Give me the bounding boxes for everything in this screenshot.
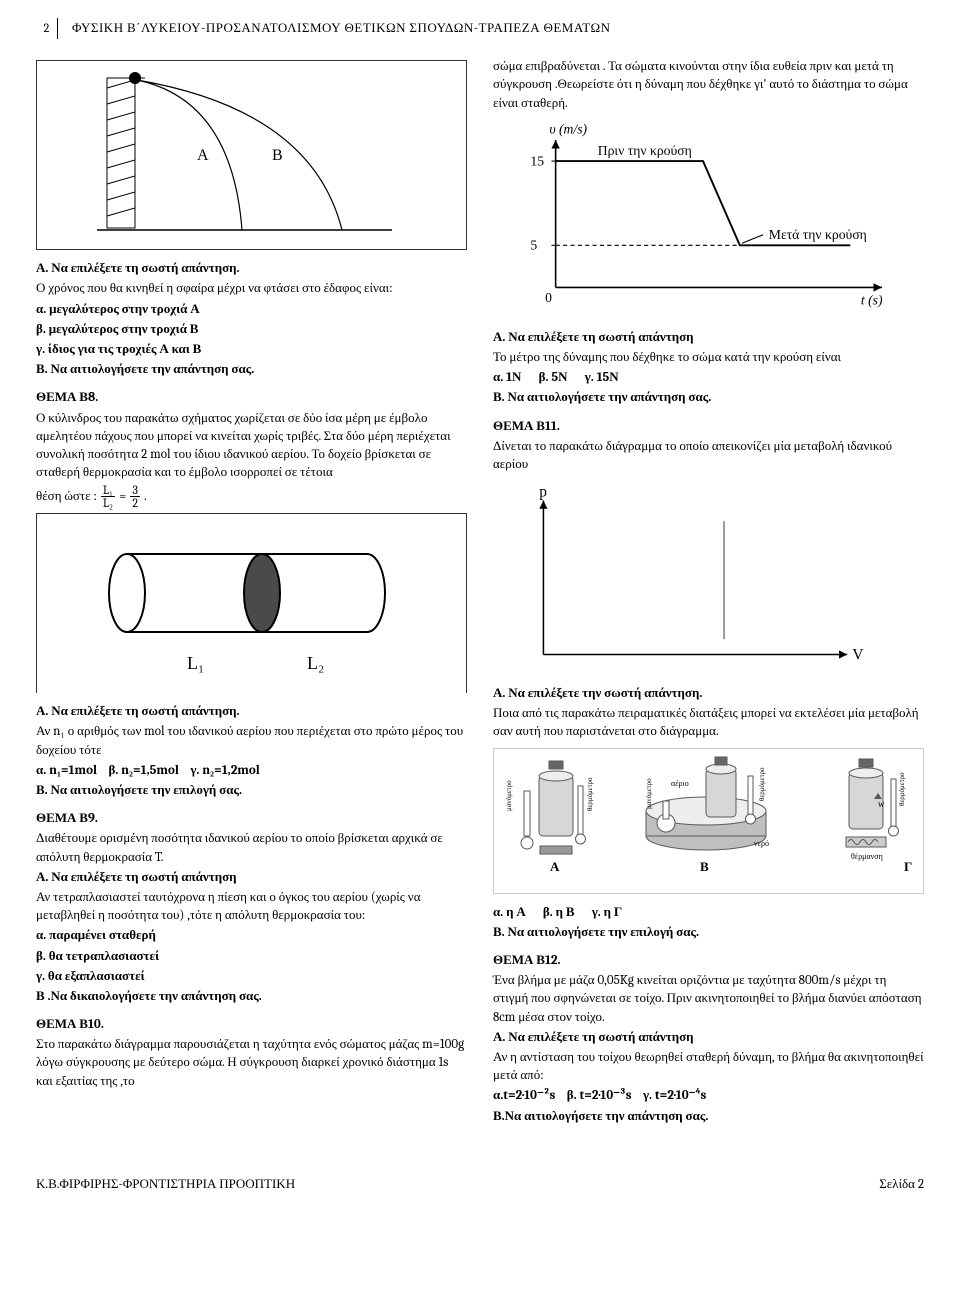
svg-text:L₂: L₂ — [307, 653, 324, 673]
footer-right: Σελίδα 2 — [879, 1176, 924, 1194]
p1: Ένα βλήμα με μάζα 0,05Kg κινείται οριζόν… — [493, 972, 924, 1027]
title: ΘΕΜΑ Β10. — [36, 1016, 467, 1034]
just: Β. Να αιτιολογήσετε την απάντηση σας. — [493, 389, 924, 407]
opt-b: β. μεγαλύτερος στην τροχιά Β — [36, 321, 467, 339]
svg-text:V: V — [852, 647, 863, 664]
opt-c: γ. θα εξαπλασιαστεί — [36, 968, 467, 986]
page-number: 2 — [36, 18, 58, 39]
opt-a: α. παραμένει σταθερή — [36, 927, 467, 945]
thema-b12: ΘΕΜΑ Β12. Ένα βλήμα με μάζα 0,05Kg κινεί… — [493, 952, 924, 1126]
equation: θέση ώστε : L₁ L₂ = 3 2 . — [36, 484, 467, 509]
opt-a: α. μεγαλύτερος στην τροχιά Α — [36, 301, 467, 319]
svg-text:Γ: Γ — [904, 859, 912, 874]
question-velocity: Α. Να επιλέξετε τη σωστή απάντηση Το μέτ… — [493, 329, 924, 408]
title: ΘΕΜΑ Β8. — [36, 389, 467, 407]
just: Β.Να αιτιολογήσετε την απάντηση σας. — [493, 1108, 924, 1126]
lead: Α. Να επιλέξετε την σωστή απάντηση. — [493, 685, 924, 703]
eq-label: θέση ώστε : — [36, 488, 97, 506]
title: ΘΕΜΑ Β9. — [36, 810, 467, 828]
p1: Στο παρακάτω διάγραμμα παρουσιάζεται η τ… — [36, 1036, 467, 1091]
two-column-layout: AB Α. Να επιλέξετε τη σωστή απάντηση. Ο … — [36, 56, 924, 1136]
svg-text:αέριο: αέριο — [671, 779, 689, 788]
figure-projectile: AB — [36, 60, 467, 250]
velocity-svg: 5 15 0 υ (m/s) t (s) Πριν την κρούση Μετά την … — [493, 119, 913, 319]
svg-text:5: 5 — [530, 237, 537, 252]
frac-L: L₁ L₂ — [101, 484, 115, 509]
svg-text:θέρμανση: θέρμανση — [851, 852, 883, 861]
svg-text:θερμόμετρο: θερμόμετρο — [758, 767, 766, 801]
svg-text:υ (m/s): υ (m/s) — [549, 121, 587, 137]
cylinder-svg: L₁ L₂ — [102, 519, 402, 689]
lead: Α. Να επιλέξετε τη σωστή απάντηση — [36, 869, 467, 887]
svg-text:Πριν την κρούση: Πριν την κρούση — [598, 143, 692, 158]
stem: Το μέτρο της δύναμης που δέχθηκε το σώμα… — [493, 349, 924, 367]
opts: α. η Α β. η Β γ. η Γ — [493, 904, 924, 922]
just: Β. Να αιτιολογήσετε την επιλογή σας. — [36, 782, 467, 800]
page-header: 2 ΦΥΣΙΚΗ Β΄ΛΥΚΕΙΟΥ-ΠΡΟΣΑΝΑΤΟΛΙΣΜΟΥ ΘΕΤΙΚ… — [36, 18, 924, 40]
svg-text:L₁: L₁ — [187, 653, 204, 673]
figure-pv: pV — [493, 480, 924, 675]
svg-text:15: 15 — [530, 153, 544, 168]
opts: α. n₁=1mol β. n₂=1,5mol γ. n₂=1,2mol — [36, 762, 467, 780]
svg-text:p: p — [539, 483, 547, 500]
svg-text:Α: Α — [550, 859, 560, 874]
svg-text:B: B — [272, 147, 283, 164]
stem: Αν τετραπλασιαστεί ταυτόχρονα η πίεση κα… — [36, 889, 467, 925]
eq-sign: = — [119, 488, 126, 506]
svg-text:0: 0 — [545, 290, 552, 305]
title: ΘΕΜΑ Β12. — [493, 952, 924, 970]
figure-velocity: 5 15 0 υ (m/s) t (s) Πριν την κρούση Μετά την … — [493, 119, 924, 319]
stem: Αν η αντίσταση του τοίχου θεωρηθεί σταθε… — [493, 1049, 924, 1085]
p1: Διαθέτουμε ορισμένη ποσότητα ιδανικού αε… — [36, 830, 467, 866]
opts: α.t=2·10⁻²s β. t=2·10⁻³s γ. t=2·10⁻⁴s — [493, 1087, 924, 1105]
opt-c: γ. ίδιος για τις τροχιές Α και Β — [36, 341, 467, 359]
opts: α. 1Ν β. 5Ν γ. 15Ν — [493, 369, 924, 387]
stem: Αν n₁ ο αριθμός των mol του ιδανικού αερ… — [36, 723, 467, 759]
just: Β. Να αιτιολογήσετε την επιλογή σας. — [493, 924, 924, 942]
just: Β. Να αιτιολογήσετε την απάντηση σας. — [36, 361, 467, 379]
svg-text:νερό: νερό — [754, 839, 769, 848]
stem: Ποια από τις παρακάτω πειραματικές διατά… — [493, 705, 924, 741]
just: Β .Να δικαιολογήσετε την απάντηση σας. — [36, 988, 467, 1006]
eq-dot: . — [144, 488, 147, 506]
svg-text:A: A — [197, 147, 209, 164]
lead: Α. Να επιλέξετε τη σωστή απάντηση. — [36, 703, 467, 721]
title: ΘΕΜΑ Β11. — [493, 418, 924, 436]
thema-b8: ΘΕΜΑ Β8. Ο κύλινδρος του παρακάτω σχήματ… — [36, 389, 467, 800]
svg-text:θερμόμετρο: θερμόμετρο — [586, 777, 594, 811]
page-footer: Κ.Β.ΦΙΡΦΙΡΗΣ-ΦΡΟΝΤΙΣΤΗΡΙΑ ΠΡΟΟΠΤΙΚΗ Σελί… — [36, 1176, 924, 1194]
left-column: AB Α. Να επιλέξετε τη σωστή απάντηση. Ο … — [36, 56, 467, 1136]
thema-b10: ΘΕΜΑ Β10. Στο παρακάτω διάγραμμα παρουσι… — [36, 1016, 467, 1091]
svg-text:t (s): t (s) — [861, 292, 883, 308]
intro: σώμα επιβραδύνεται . Τα σώματα κινούνται… — [493, 58, 924, 113]
p1: Δίνεται το παρακάτω διάγραμμα το οποίο α… — [493, 438, 924, 474]
frac-32: 3 2 — [130, 484, 140, 509]
lead: Α. Να επιλέξετε τη σωστή απάντηση. — [36, 260, 467, 278]
opt-b: β. θα τετραπλασιαστεί — [36, 948, 467, 966]
text: Ο κύλινδρος του παρακάτω σχήματος χωρίζε… — [36, 410, 467, 483]
figure-setups: μανόμετρο θερμόμετρο Ααέριο νερό μανόμετρο θε… — [493, 748, 924, 894]
right-column: σώμα επιβραδύνεται . Τα σώματα κινούνται… — [493, 56, 924, 1136]
lead: Α. Να επιλέξετε τη σωστή απάντηση — [493, 1029, 924, 1047]
svg-text:μανόμετρο: μανόμετρο — [505, 780, 513, 811]
svg-text:Β: Β — [700, 859, 709, 874]
pv-svg: pV — [493, 480, 873, 675]
footer-left: Κ.Β.ΦΙΡΦΙΡΗΣ-ΦΡΟΝΤΙΣΤΗΡΙΑ ΠΡΟΟΠΤΙΚΗ — [36, 1176, 295, 1194]
setups-svg: μανόμετρο θερμόμετρο Ααέριο νερό μανόμετρο θε… — [496, 751, 916, 891]
thema-b9: ΘΕΜΑ Β9. Διαθέτουμε ορισμένη ποσότητα ιδ… — [36, 810, 467, 1006]
svg-text:Μετά την κρούση: Μετά την κρούση — [769, 227, 867, 242]
stem: Ο χρόνος που θα κινηθεί η σφαίρα μέχρι ν… — [36, 280, 467, 298]
thema-b11: ΘΕΜΑ Β11. Δίνεται το παρακάτω διάγραμμα … — [493, 418, 924, 943]
svg-text:w: w — [878, 799, 885, 809]
projectile-svg: AB — [92, 70, 412, 240]
svg-text:μανόμετρο: μανόμετρο — [645, 778, 653, 809]
svg-text:θερμόμετρο: θερμόμετρο — [898, 772, 906, 806]
figure-cylinder: L₁ L₂ — [36, 513, 467, 693]
header-title: ΦΥΣΙΚΗ Β΄ΛΥΚΕΙΟΥ-ΠΡΟΣΑΝΑΤΟΛΙΣΜΟΥ ΘΕΤΙΚΩΝ… — [72, 18, 611, 40]
lead: Α. Να επιλέξετε τη σωστή απάντηση — [493, 329, 924, 347]
question-projectile: Α. Να επιλέξετε τη σωστή απάντηση. Ο χρό… — [36, 260, 467, 379]
